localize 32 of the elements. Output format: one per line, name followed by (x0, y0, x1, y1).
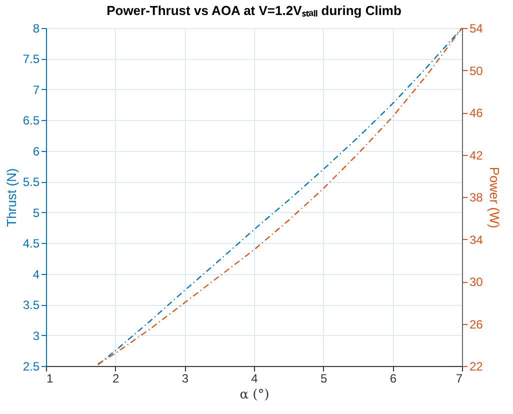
y-tick-label: 5 (32, 206, 40, 220)
x-tick-label: 4 (251, 372, 258, 386)
y-tick-label: 6 (32, 144, 40, 158)
y-tick-label: 5.5 (22, 175, 40, 190)
y2-tick-label: 30 (470, 275, 484, 289)
x-axis-title: α (°) (240, 388, 270, 402)
y-tick-label: 8 (32, 22, 40, 36)
x-tick-label: 5 (320, 372, 328, 386)
y-tick-label: 3 (32, 328, 40, 343)
y2-tick-label: 38 (470, 190, 484, 204)
y-tick-label: 4.5 (22, 236, 40, 251)
x-tick-label: 6 (390, 372, 397, 386)
y2-tick-label: 34 (470, 232, 484, 247)
chart-title: Power-Thrust vs AOA at V=1.2Vₛₜₐₗₗ during Climb (106, 3, 402, 18)
y2-tick-label: 54 (470, 22, 484, 36)
y-axis-title: Thrust (N) (4, 168, 19, 227)
y-tick-label: 7 (32, 82, 40, 97)
y2-tick-label: 46 (470, 106, 484, 120)
x-tick-label: 2 (112, 372, 120, 386)
y2-tick-label: 26 (470, 317, 484, 332)
y-tick-label: 3.5 (22, 298, 40, 312)
y2-tick-label: 22 (470, 360, 484, 374)
x-tick-label: 1 (46, 372, 54, 386)
y-tick-label: 7.5 (22, 52, 40, 66)
x-tick-label: 7 (456, 372, 463, 386)
y2-axis-title: Power (W) (486, 166, 502, 228)
y-tick-label: 2.5 (22, 360, 40, 374)
y2-tick-label: 42 (470, 148, 484, 162)
y-tick-label: 4 (32, 267, 40, 282)
y-tick-label: 6.5 (22, 114, 40, 128)
x-tick-label: 3 (182, 372, 189, 386)
y2-tick-label: 50 (470, 64, 484, 78)
